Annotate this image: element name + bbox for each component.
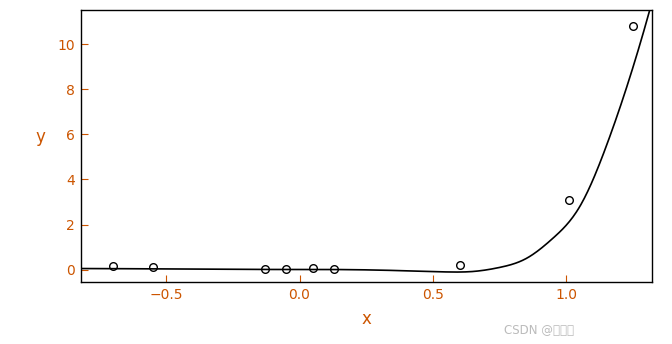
Y-axis label: y: y — [36, 128, 46, 146]
X-axis label: x: x — [362, 310, 371, 328]
Text: CSDN @微小冷: CSDN @微小冷 — [504, 324, 574, 337]
